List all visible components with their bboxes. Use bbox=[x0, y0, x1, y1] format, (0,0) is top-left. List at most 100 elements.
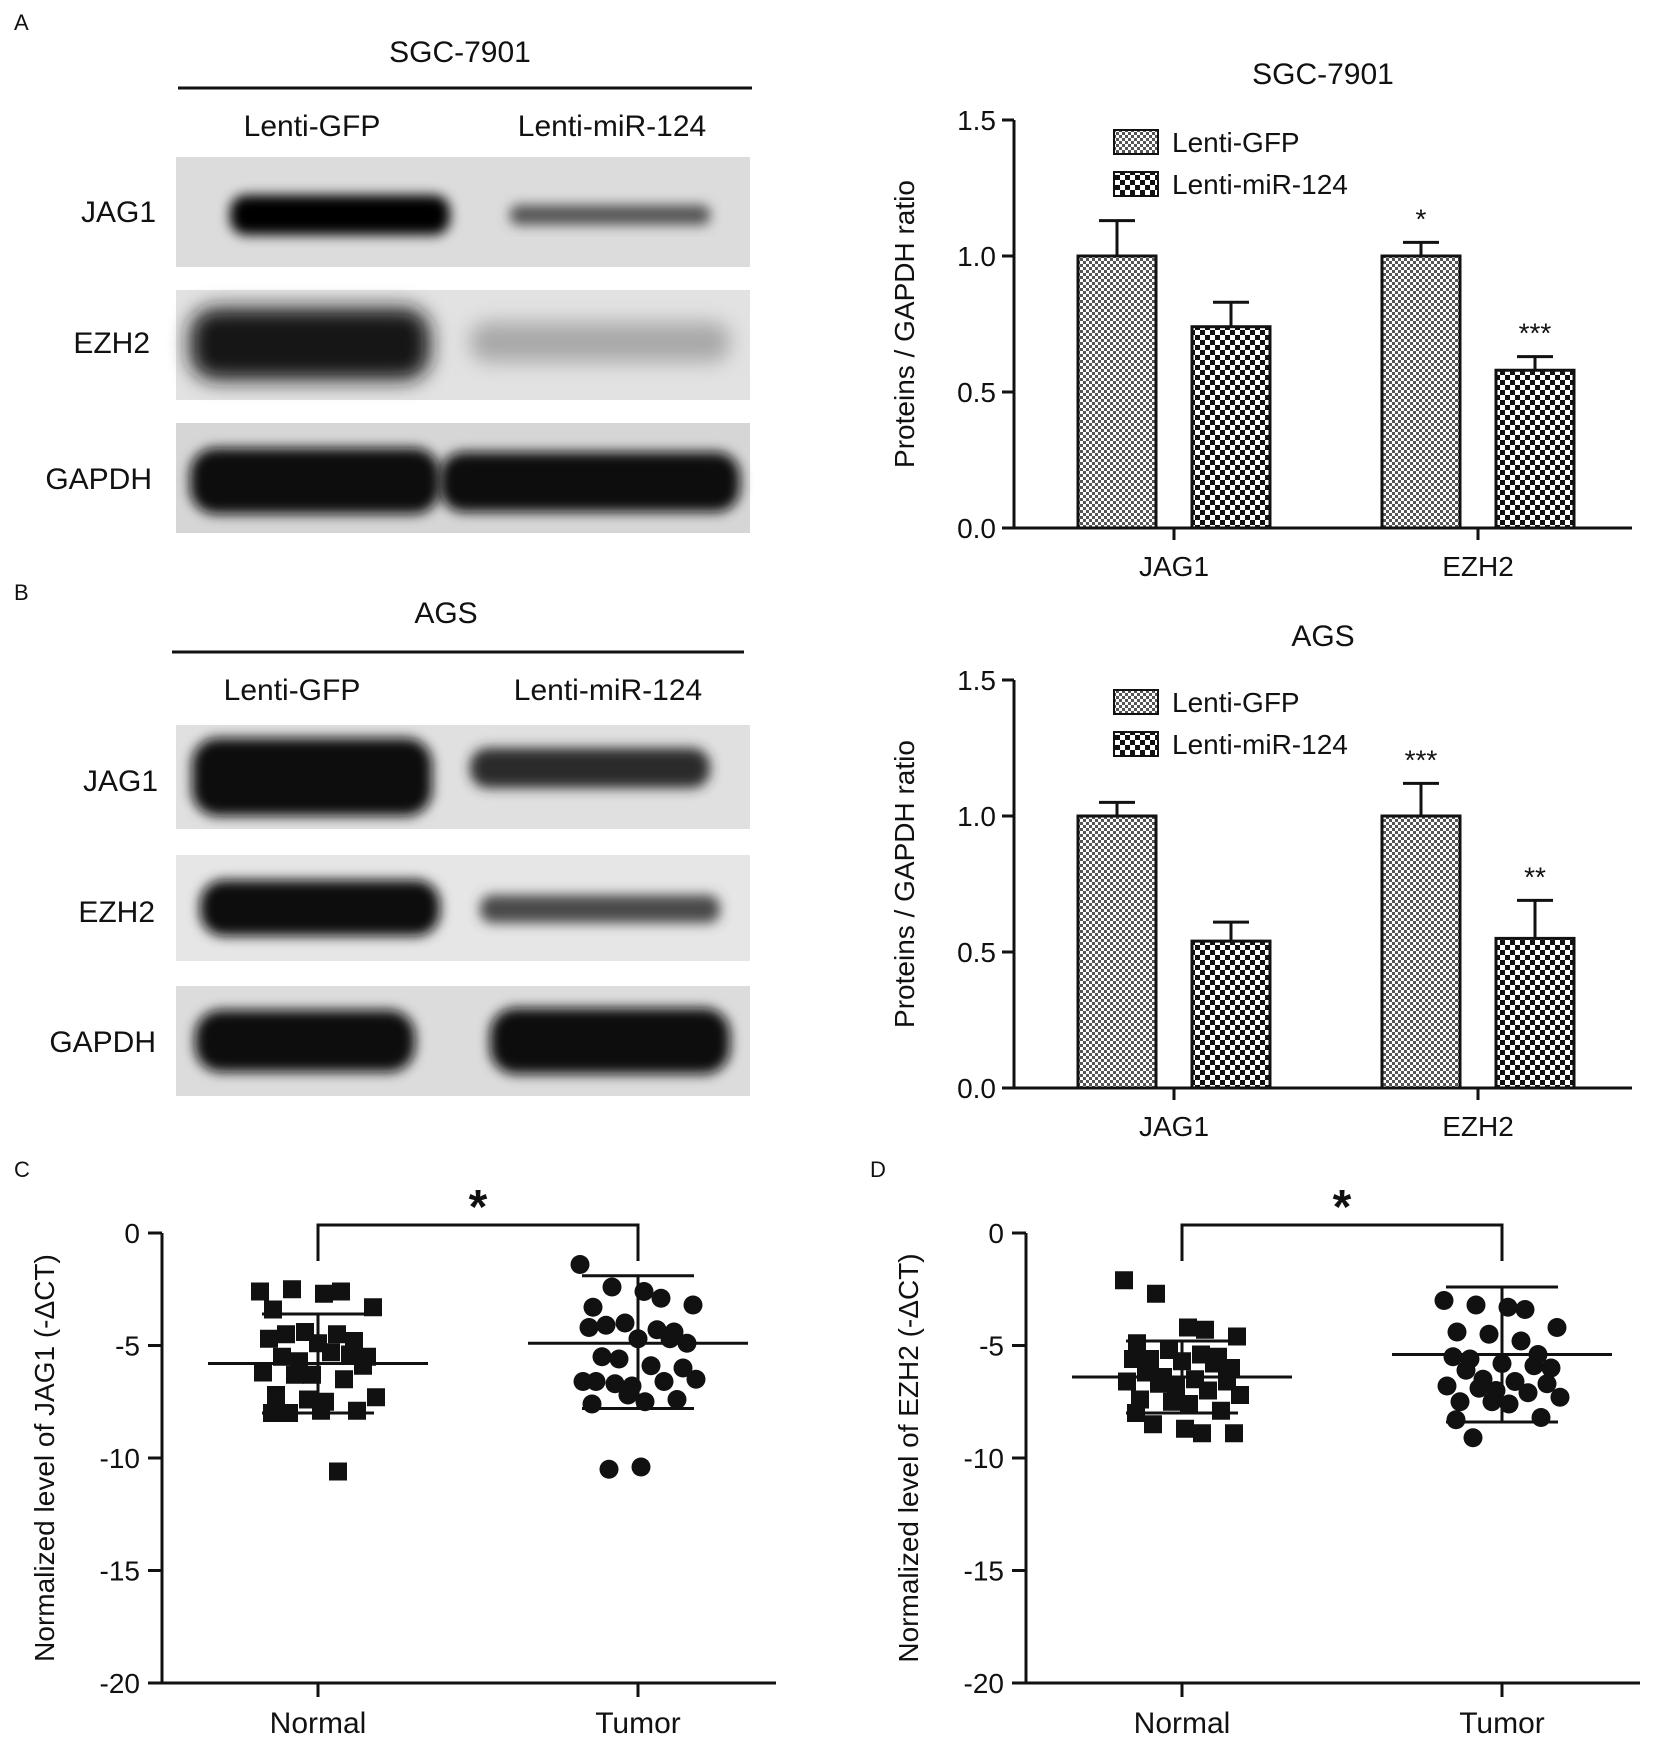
blot-b-band-jag1-gfp bbox=[192, 738, 432, 816]
chart-title: SGC-7901 bbox=[1252, 58, 1394, 91]
data-point-square bbox=[251, 1282, 269, 1301]
x-tick-label: EZH2 bbox=[1442, 551, 1514, 582]
bar bbox=[1190, 939, 1272, 1090]
blot-b-band-ezh2-gfp bbox=[200, 880, 440, 936]
data-point-square bbox=[267, 1386, 285, 1404]
data-point-circle bbox=[579, 1318, 599, 1337]
data-point-circle bbox=[1443, 1347, 1463, 1367]
data-point-circle bbox=[1547, 1318, 1567, 1337]
blot-a-row-label-gapdh: GAPDH bbox=[45, 463, 152, 496]
y-tick-label: -20 bbox=[100, 1668, 140, 1699]
data-point-circle bbox=[592, 1347, 612, 1367]
significance-mark: * bbox=[1333, 1181, 1352, 1234]
data-point-circle bbox=[683, 1295, 703, 1315]
significance-bracket bbox=[1180, 1223, 1504, 1261]
data-point-square bbox=[1144, 1415, 1162, 1434]
data-point-square bbox=[1150, 1374, 1168, 1393]
data-point-circle bbox=[605, 1374, 625, 1394]
y-axis-label: Normalized level of EZH2 (-ΔCT) bbox=[893, 1253, 924, 1662]
data-point-circle bbox=[667, 1390, 687, 1409]
chart-c: 0 -5 -10 -15 -20 Normalized level of JAG1 (-Δ… bbox=[29, 1181, 776, 1740]
data-point-square bbox=[1196, 1320, 1214, 1339]
data-point-square bbox=[1128, 1334, 1146, 1353]
panel-letter-b: B bbox=[14, 580, 29, 605]
x-tick-label: Normal bbox=[1134, 1707, 1231, 1740]
data-point-square bbox=[354, 1356, 372, 1375]
data-point-square bbox=[1176, 1419, 1194, 1438]
data-point-circle bbox=[1515, 1300, 1535, 1319]
blot-b-lane-label-2: Lenti-miR-124 bbox=[514, 674, 702, 707]
data-point-circle bbox=[1450, 1392, 1470, 1412]
data-point-square bbox=[1225, 1424, 1243, 1443]
legend-label: Lenti-GFP bbox=[1172, 127, 1300, 158]
blot-b-band-jag1-mir bbox=[470, 748, 710, 788]
y-tick-label: -15 bbox=[100, 1556, 140, 1587]
data-point-circle bbox=[1463, 1428, 1483, 1448]
blot-b-band-ezh2-mir bbox=[480, 895, 720, 923]
data-point-square bbox=[312, 1401, 330, 1420]
x-tick-label: Tumor bbox=[595, 1707, 681, 1740]
y-tick-label: 0 bbox=[124, 1218, 140, 1249]
blot-b-lane-label-1: Lenti-GFP bbox=[224, 674, 361, 707]
bar bbox=[1494, 368, 1576, 530]
y-tick-label: 1.5 bbox=[957, 665, 996, 696]
data-point-square bbox=[1115, 1271, 1133, 1290]
blot-b-band-gapdh-gfp bbox=[195, 1010, 415, 1072]
y-axis-label: Normalized level of JAG1 (-ΔCT) bbox=[29, 1254, 60, 1662]
legend-label: Lenti-miR-124 bbox=[1172, 169, 1348, 200]
chart-a: SGC-7901 0.0 0.5 1.0 1.5 Proteins / GAPDH rat… bbox=[889, 58, 1632, 582]
panel-letter-a: A bbox=[14, 10, 29, 35]
data-point-circle bbox=[1437, 1376, 1457, 1396]
data-point-circle bbox=[1541, 1358, 1561, 1378]
y-axis-label: Proteins / GAPDH ratio bbox=[889, 180, 920, 468]
data-point-square bbox=[264, 1300, 282, 1319]
data-point-circle bbox=[651, 1288, 671, 1308]
data-point-square bbox=[328, 1325, 346, 1344]
data-point-circle bbox=[1447, 1322, 1467, 1342]
y-tick-label: -10 bbox=[964, 1443, 1004, 1474]
chart-b: AGS 0.0 0.5 1.0 1.5 Proteins / GAPDH ratio JAG… bbox=[889, 620, 1632, 1142]
data-point-square bbox=[286, 1365, 304, 1384]
y-tick-label: -10 bbox=[100, 1443, 140, 1474]
data-point-circle bbox=[596, 1315, 616, 1335]
data-point-square bbox=[1163, 1392, 1181, 1411]
data-point-square bbox=[329, 1462, 347, 1481]
blot-a-band-ezh2-mir bbox=[470, 322, 730, 362]
significance-bracket bbox=[316, 1223, 640, 1261]
data-point-circle bbox=[1479, 1324, 1499, 1344]
data-point-circle bbox=[602, 1277, 622, 1297]
data-point-circle bbox=[1511, 1331, 1531, 1351]
data-point-circle bbox=[583, 1297, 603, 1317]
blot-a-row-label-jag1: JAG1 bbox=[81, 196, 156, 229]
blot-b-title: AGS bbox=[414, 597, 477, 630]
legend-swatch bbox=[1113, 171, 1159, 197]
data-point-circle bbox=[609, 1349, 629, 1369]
blot-a-band-jag1-gfp bbox=[230, 195, 450, 235]
y-tick-label: 1.5 bbox=[957, 105, 996, 136]
data-point-square bbox=[1147, 1284, 1165, 1303]
data-point-circle bbox=[1469, 1378, 1489, 1398]
y-tick-label: 1.0 bbox=[957, 801, 996, 832]
legend-label: Lenti-miR-124 bbox=[1172, 729, 1348, 760]
blot-b-row-label-jag1: JAG1 bbox=[83, 765, 158, 798]
y-tick-label: 1.0 bbox=[957, 241, 996, 272]
y-tick-label: 0.0 bbox=[957, 1073, 996, 1104]
legend-swatch bbox=[1113, 731, 1159, 757]
data-point-circle bbox=[570, 1255, 590, 1274]
data-point-circle bbox=[660, 1329, 680, 1349]
bar bbox=[1380, 254, 1462, 530]
data-point-square bbox=[1180, 1395, 1198, 1413]
significance-mark: ** bbox=[1524, 861, 1546, 892]
data-point-circle bbox=[1434, 1291, 1454, 1310]
y-tick-label: 0.5 bbox=[957, 937, 996, 968]
blot-a-title: SGC-7901 bbox=[389, 36, 531, 69]
data-point-square bbox=[283, 1280, 301, 1299]
data-point-square bbox=[1231, 1386, 1249, 1404]
data-point-circle bbox=[1482, 1392, 1502, 1412]
data-point-circle bbox=[586, 1372, 606, 1391]
blot-a-band-gapdh-mir bbox=[440, 452, 740, 512]
y-tick-label: 0.5 bbox=[957, 377, 996, 408]
data-point-circle bbox=[1505, 1372, 1525, 1391]
blot-b: AGS Lenti-GFP Lenti-miR-124 JAG1 EZH2 GA… bbox=[49, 597, 750, 1096]
data-point-square bbox=[1179, 1318, 1197, 1337]
